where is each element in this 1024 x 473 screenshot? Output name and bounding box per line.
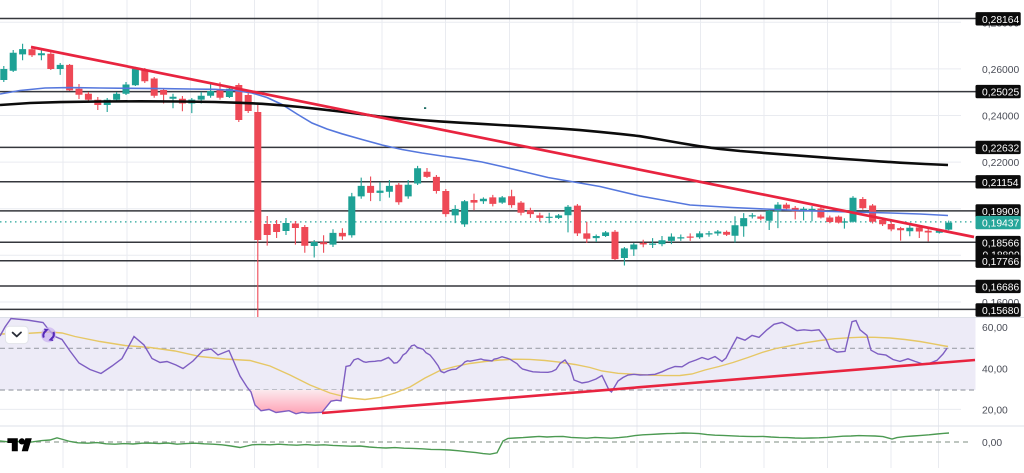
svg-text:60,00: 60,00 xyxy=(982,323,1008,334)
svg-text:0,24000: 0,24000 xyxy=(982,112,1019,123)
svg-text:0,22632: 0,22632 xyxy=(982,143,1019,154)
svg-text:0,26000: 0,26000 xyxy=(982,65,1019,76)
svg-text:0,28164: 0,28164 xyxy=(982,15,1019,26)
svg-text:0,00: 0,00 xyxy=(982,438,1002,449)
svg-text:0,19909: 0,19909 xyxy=(982,207,1019,218)
svg-text:40,00: 40,00 xyxy=(982,364,1008,375)
svg-text:0,21154: 0,21154 xyxy=(982,178,1019,189)
svg-text:20,00: 20,00 xyxy=(982,405,1008,416)
svg-text:0,16686: 0,16686 xyxy=(982,282,1019,293)
svg-text:0,25025: 0,25025 xyxy=(982,88,1019,99)
svg-text:0,15680: 0,15680 xyxy=(982,306,1019,317)
svg-text:0,19437: 0,19437 xyxy=(982,219,1019,230)
svg-text:0,18566: 0,18566 xyxy=(982,239,1019,250)
svg-text:0,17766: 0,17766 xyxy=(982,257,1019,268)
svg-text:0,22000: 0,22000 xyxy=(982,158,1019,169)
